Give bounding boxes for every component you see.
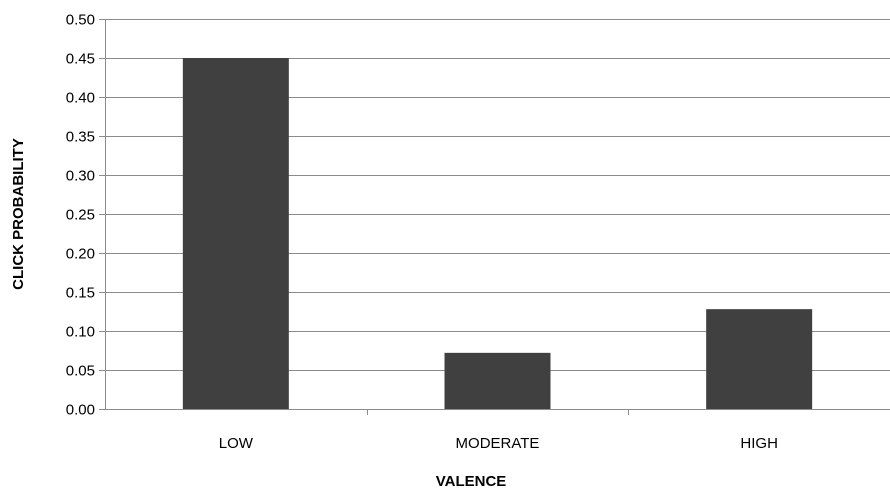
y-tick-label: 0.25 [66,207,95,224]
y-tick-label: 0.05 [66,363,95,380]
y-tick-label: 0.20 [66,246,95,263]
y-tick-label: 0.50 [66,12,95,29]
x-category-label: HIGH [740,435,778,452]
y-axis-title: CLICK PROBABILITY [10,138,27,290]
y-tick-label: 0.00 [66,402,95,419]
x-category-labels: LOW MODERATE HIGH [219,435,778,452]
y-tick-label: 0.30 [66,168,95,185]
y-tick-label: 0.45 [66,51,95,68]
x-category-label: LOW [219,435,254,452]
y-tick-label: 0.40 [66,90,95,107]
y-tick-labels: 0.00 0.05 0.10 0.15 0.20 0.25 0.30 0.35 0.40 0.45… [66,12,95,419]
bar-moderate [444,352,551,409]
x-axis-title: VALENCE [436,473,507,489]
bar-low [182,58,289,409]
y-tick-label: 0.15 [66,285,95,302]
bar-high [706,309,813,409]
y-tick-label: 0.10 [66,324,95,341]
x-category-label: MODERATE [456,435,540,452]
y-tick-label: 0.35 [66,129,95,146]
axes [99,19,890,415]
bars [182,58,813,409]
